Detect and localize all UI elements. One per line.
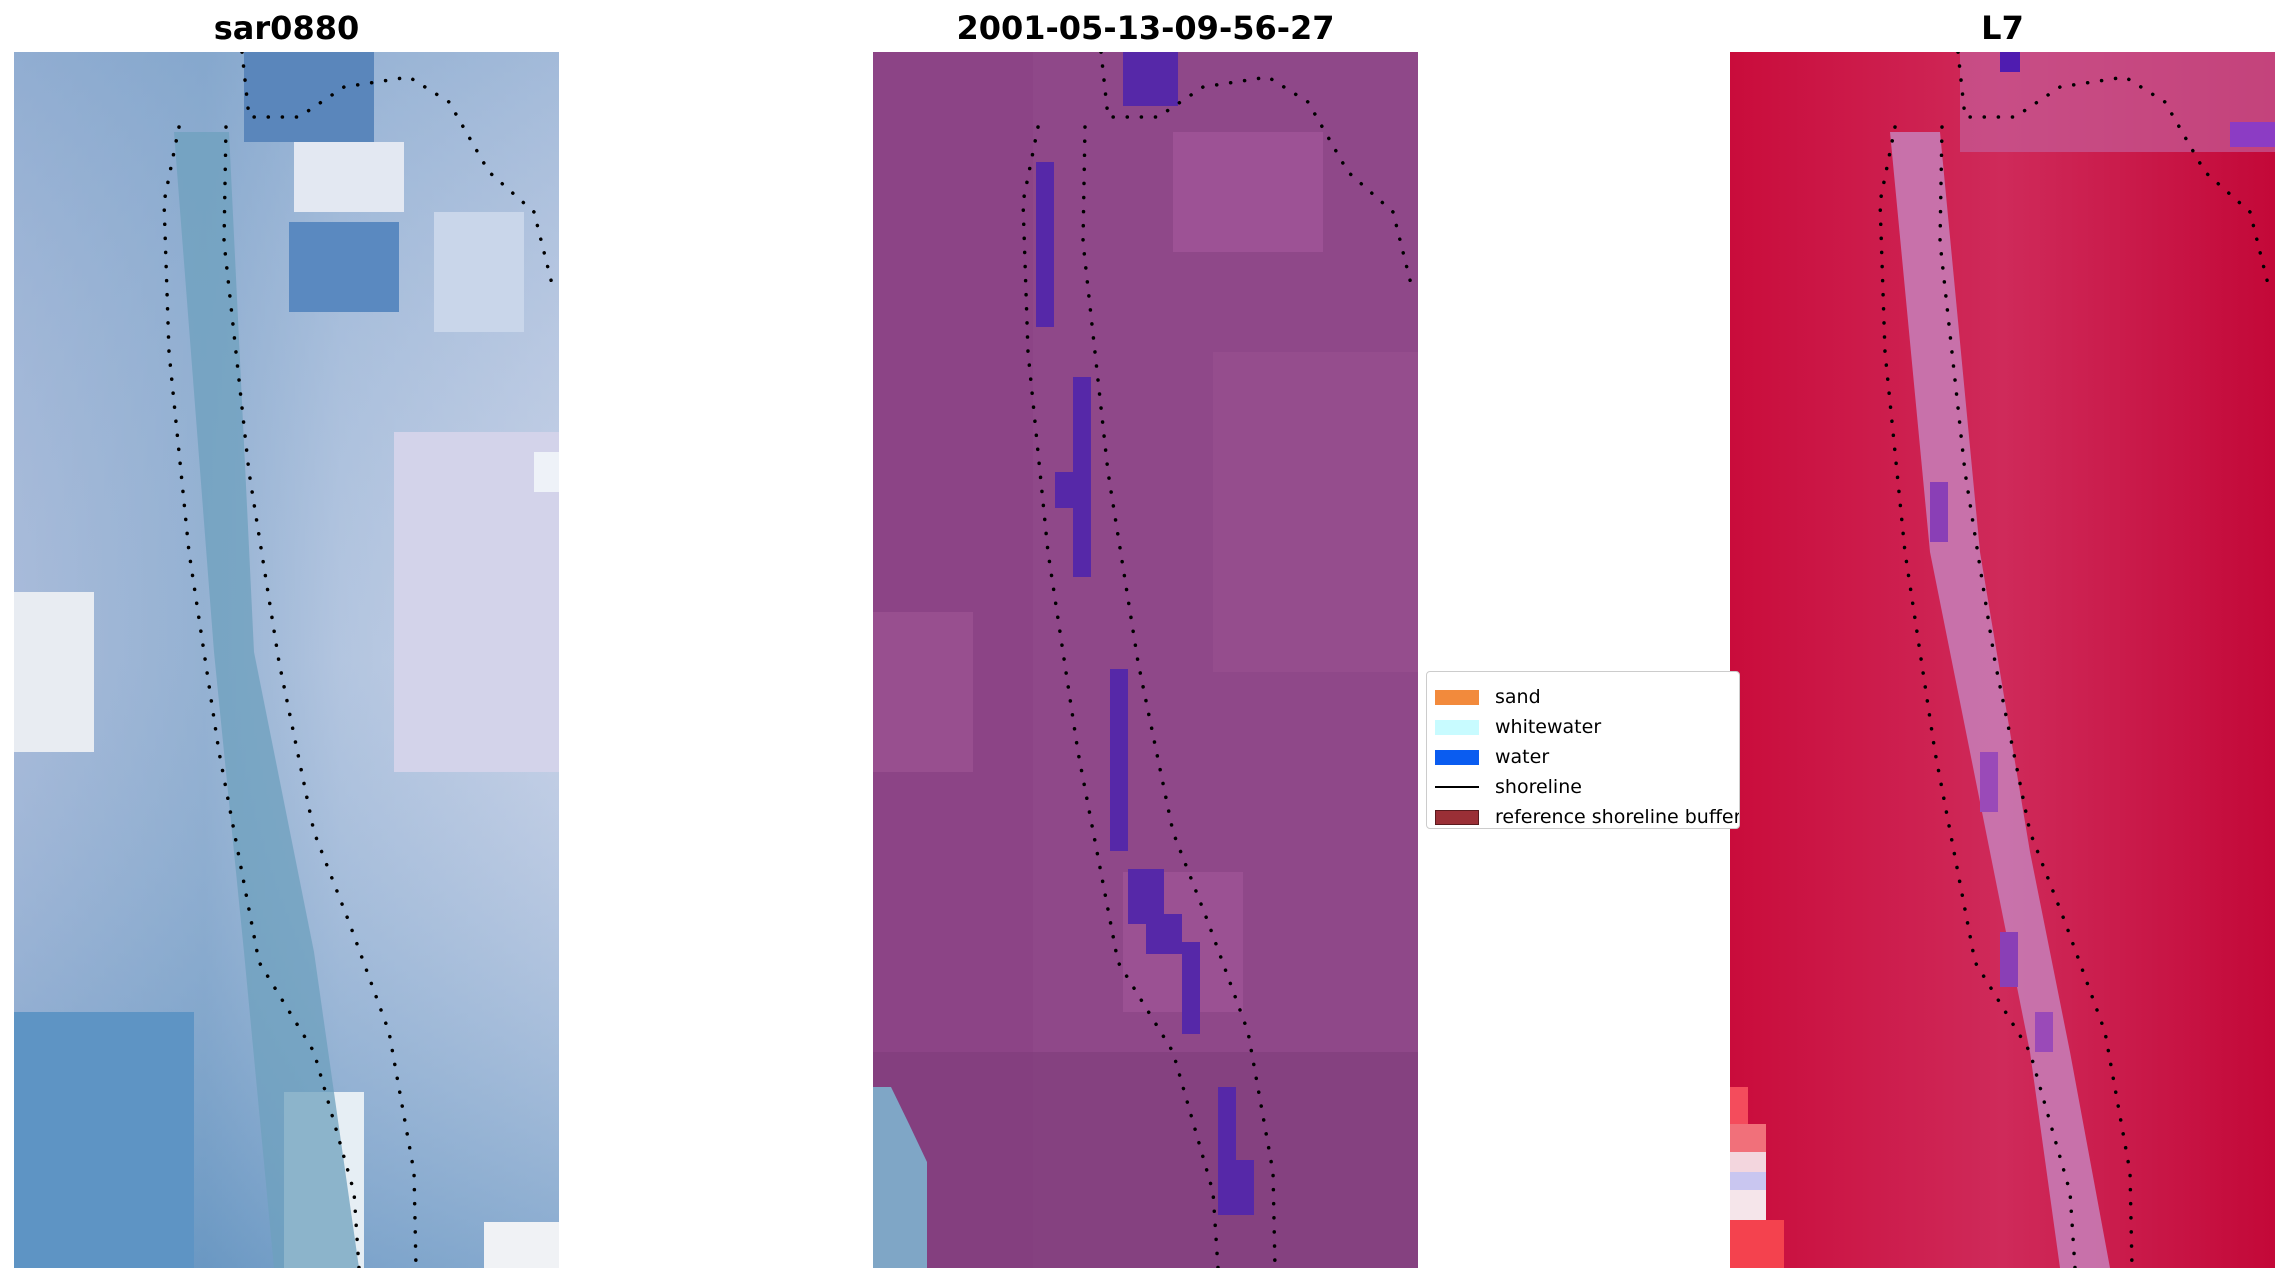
classified-image-panel bbox=[873, 52, 1418, 1268]
reference-buffer-swatch-icon bbox=[1435, 809, 1479, 825]
whitewater-swatch-icon bbox=[1435, 719, 1479, 735]
legend-label-sand: sand bbox=[1495, 686, 1541, 708]
legend-label-water: water bbox=[1495, 746, 1550, 768]
panel-title-classified: 2001-05-13-09-56-27 bbox=[956, 9, 1335, 47]
sand-swatch-icon bbox=[1435, 689, 1479, 705]
legend-item-sand: sand bbox=[1435, 682, 1541, 712]
legend-label-shoreline: shoreline bbox=[1495, 776, 1582, 798]
shoreline-overlay-index bbox=[1878, 52, 2272, 1268]
legend-item-shoreline: shoreline bbox=[1435, 772, 1582, 802]
water-swatch-icon bbox=[1435, 749, 1479, 765]
panel-title-index: L7 bbox=[1981, 9, 2024, 47]
shoreline-overlay-rgb bbox=[162, 52, 556, 1268]
panel-title-rgb: sar0880 bbox=[213, 9, 360, 47]
legend-item-water: water bbox=[1435, 742, 1549, 772]
index-image-panel bbox=[1730, 52, 2275, 1268]
legend-label-whitewater: whitewater bbox=[1495, 716, 1602, 738]
legend: sand whitewater water shoreline referenc… bbox=[1426, 671, 1740, 829]
shoreline-overlay-classified bbox=[1021, 52, 1415, 1268]
legend-item-reference-buffer: reference shoreline buffer bbox=[1435, 802, 1740, 828]
legend-item-whitewater: whitewater bbox=[1435, 712, 1601, 742]
legend-label-reference-buffer: reference shoreline buffer bbox=[1495, 806, 1740, 828]
shoreline-line-icon bbox=[1435, 786, 1479, 788]
rgb-image-panel bbox=[14, 52, 559, 1268]
